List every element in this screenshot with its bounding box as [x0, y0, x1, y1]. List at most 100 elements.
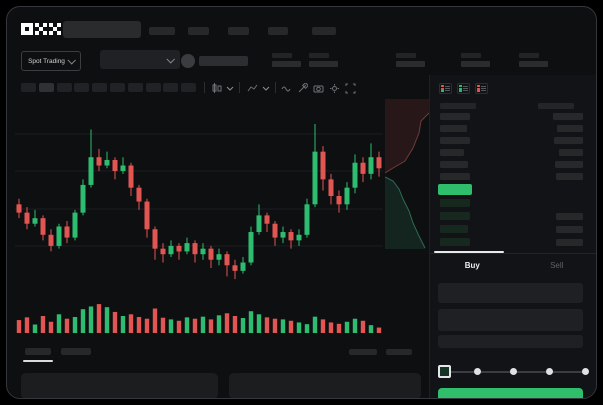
depth-sidebar-chart: [385, 99, 430, 249]
nav-item-placeholder[interactable]: [312, 27, 336, 35]
slider-step-dot[interactable]: [582, 368, 589, 375]
volume-bar: [256, 314, 262, 333]
expand-icon[interactable]: [345, 83, 356, 94]
candle-body: [224, 254, 230, 266]
bid-row-price-placeholder[interactable]: [440, 212, 470, 220]
order-amount-field[interactable]: [438, 309, 583, 331]
timeframe-button[interactable]: [74, 83, 90, 92]
ask-row-amount-placeholder[interactable]: [559, 149, 583, 156]
slider-step-dot[interactable]: [546, 368, 553, 375]
book-asks-icon[interactable]: [475, 83, 488, 94]
candle-body: [160, 248, 166, 255]
ask-row-price-placeholder[interactable]: [440, 161, 468, 168]
candle-body: [352, 162, 358, 188]
bid-row-price-placeholder[interactable]: [440, 225, 468, 233]
chevron-down-icon[interactable]: [261, 83, 272, 94]
volume-bar: [296, 322, 302, 333]
ask-row-amount-placeholder[interactable]: [556, 173, 583, 180]
ask-row-price-placeholder[interactable]: [440, 149, 464, 156]
depth-asks-line: [385, 112, 430, 174]
chevron-down-icon: [166, 55, 175, 64]
ask-row-amount-placeholder[interactable]: [557, 125, 583, 132]
nav-item-placeholder[interactable]: [149, 27, 175, 35]
volume-bar: [272, 318, 278, 333]
search-input[interactable]: [63, 21, 141, 38]
trade-tabs: Buy Sell: [430, 253, 596, 276]
market-selector-button[interactable]: Spot Trading: [21, 51, 81, 71]
volume-bar: [192, 318, 198, 333]
ask-row-price-placeholder[interactable]: [440, 173, 470, 180]
nav-item-placeholder[interactable]: [268, 27, 288, 35]
timeframe-button[interactable]: [21, 83, 36, 92]
draw-icon[interactable]: [297, 83, 308, 94]
volume-bar: [112, 311, 118, 333]
nav-item-placeholder[interactable]: [188, 27, 209, 35]
slider-step-dot[interactable]: [510, 368, 517, 375]
buy-submit-button[interactable]: [438, 388, 583, 398]
ask-row-price-placeholder[interactable]: [440, 137, 470, 144]
timeframe-button[interactable]: [56, 83, 72, 92]
candle-body: [232, 265, 238, 271]
order-book-col-header-left: [440, 103, 476, 109]
candlestick-chart[interactable]: [15, 99, 383, 293]
bottom-tab-2[interactable]: [61, 348, 91, 355]
tab-sell[interactable]: Sell: [550, 260, 564, 270]
bid-row-price-placeholder[interactable]: [440, 238, 470, 246]
nav-item-placeholder[interactable]: [228, 27, 249, 35]
volume-bar: [168, 319, 174, 333]
order-price-field[interactable]: [438, 283, 583, 303]
amount-slider-handle[interactable]: [438, 365, 451, 378]
timeframe-button[interactable]: [92, 83, 108, 92]
order-book-col-header-right: [538, 103, 574, 109]
timeframe-button[interactable]: [110, 83, 125, 92]
bid-row-amount-placeholder[interactable]: [556, 239, 583, 246]
candle-body: [176, 245, 182, 252]
stat-value-placeholder: [461, 61, 490, 67]
timeframe-button[interactable]: [163, 83, 179, 92]
candle-body: [128, 165, 134, 188]
candle-body: [312, 151, 318, 205]
timeframe-button[interactable]: [145, 83, 161, 92]
slider-step-dot[interactable]: [474, 368, 481, 375]
ask-row-price-placeholder[interactable]: [440, 113, 470, 120]
wave-icon[interactable]: [281, 83, 292, 94]
okx-logo[interactable]: [21, 22, 61, 37]
order-total-field[interactable]: [438, 335, 583, 348]
ask-row-price-placeholder[interactable]: [440, 125, 467, 132]
book-combined-icon[interactable]: [439, 83, 452, 94]
candle-body: [96, 157, 102, 166]
timeframe-button[interactable]: [181, 83, 197, 92]
candle-body: [192, 243, 198, 255]
volume-bar: [376, 327, 382, 333]
stat-value-placeholder: [519, 61, 548, 67]
bid-row-price-placeholder[interactable]: [440, 199, 470, 207]
timeframe-button[interactable]: [127, 83, 143, 92]
timeframe-button[interactable]: [38, 83, 54, 92]
book-bids-icon[interactable]: [457, 83, 470, 94]
candle-body: [320, 151, 326, 180]
bottom-action-2[interactable]: [386, 349, 412, 355]
line-type-icon[interactable]: [247, 83, 258, 94]
candle-body: [256, 215, 262, 233]
candle-body: [208, 248, 214, 260]
ask-row-amount-placeholder[interactable]: [555, 161, 583, 168]
bid-row-amount-placeholder[interactable]: [556, 213, 583, 220]
okx-logo-icon: [21, 23, 61, 35]
ask-row-amount-placeholder[interactable]: [553, 113, 583, 120]
candle-body: [336, 196, 342, 205]
volume-bar: [80, 309, 86, 333]
bottom-tab-1[interactable]: [25, 348, 51, 355]
ask-row-amount-placeholder[interactable]: [554, 137, 583, 144]
volume-histogram: [16, 304, 382, 333]
candle-body: [360, 162, 366, 174]
camera-icon[interactable]: [313, 83, 324, 94]
gear-icon[interactable]: [329, 83, 340, 94]
bid-row-amount-placeholder[interactable]: [556, 226, 583, 233]
last-price-highlight[interactable]: [438, 184, 472, 195]
chevron-down-icon[interactable]: [225, 83, 236, 94]
pair-dropdown[interactable]: [100, 50, 180, 69]
bottom-action-1[interactable]: [349, 349, 377, 355]
tab-buy[interactable]: Buy: [464, 260, 480, 270]
stat-label-placeholder: [272, 53, 292, 58]
candle-style-icon[interactable]: [211, 83, 222, 94]
